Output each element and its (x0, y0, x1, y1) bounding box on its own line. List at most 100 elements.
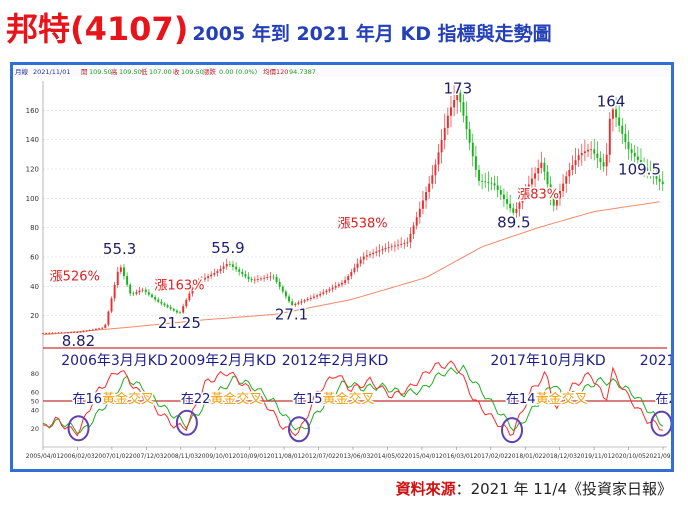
candle-body (182, 306, 185, 313)
candle-body (57, 332, 60, 334)
candle-body (534, 173, 537, 179)
kd-cross-circle (175, 409, 198, 436)
candle-body (615, 109, 618, 118)
candle-body (316, 295, 319, 297)
candle-body (88, 330, 91, 331)
candle-body (509, 203, 512, 209)
candle-body (269, 276, 272, 278)
candle-body (263, 277, 266, 279)
candle-body (583, 151, 586, 154)
kd-cross-gold: 黃金交叉 (323, 391, 375, 407)
candle-body (344, 280, 347, 283)
candle-body (552, 197, 555, 206)
price-tick-label: 60 (30, 254, 39, 262)
candle-body (272, 276, 275, 278)
candle-body (390, 246, 393, 248)
rise-annotation: 漲526% (50, 269, 100, 284)
x-tick-label: 2009/10/01 (198, 453, 233, 460)
candle-body (260, 278, 262, 280)
candle-body (175, 310, 178, 313)
price-annotation: 27.1 (275, 305, 308, 323)
candle-body (658, 178, 661, 182)
price-tick-label: 140 (26, 136, 39, 144)
candle-body (147, 292, 150, 295)
kd-cross-label: 在22黃金交叉 (181, 391, 263, 407)
candle-body (590, 149, 593, 151)
candle-body (403, 243, 406, 244)
x-tick-label: 2006/02/03 (60, 453, 95, 460)
candle-body (356, 263, 359, 268)
candle-body (129, 284, 132, 294)
candle-body (194, 282, 197, 288)
kd-cross-label: 在21黃金交叉 (656, 391, 671, 407)
rise-annotation: 漲83% (517, 187, 559, 202)
chart-title: 邦特(4107) 2005 年到 2021 年月 KD 指標與走勢圖 (6, 4, 552, 56)
chart-subtitle: 2005 年到 2021 年月 KD 指標與走勢圖 (192, 23, 552, 45)
candle-body (210, 274, 213, 277)
candle-body (222, 266, 225, 269)
candle-body (322, 292, 325, 294)
candle-body (431, 175, 434, 184)
candle-body (359, 259, 362, 264)
candle-body (213, 272, 216, 275)
candle-body (487, 182, 490, 183)
candle-body (661, 181, 664, 185)
candle-body (141, 289, 144, 291)
candle-body (484, 181, 487, 183)
x-tick-label: 2013/06/03 (336, 453, 371, 460)
candle-body (459, 92, 462, 103)
candle-body (225, 263, 228, 267)
candle-body (608, 118, 611, 155)
candle-body (288, 296, 290, 302)
price-annotation: 164 (597, 92, 626, 110)
source-text: ：2021 年 11/4《投資家日報》 (455, 480, 672, 498)
candle-body (530, 178, 533, 185)
kd-cross-gold: 黃金交叉 (102, 391, 154, 407)
candle-body (412, 225, 415, 234)
candle-body (107, 311, 110, 325)
x-tick-label: 2014/05/02 (370, 453, 405, 460)
candle-body (621, 125, 624, 134)
info-bar-field: 月線 (15, 67, 29, 76)
candle-body (450, 107, 452, 116)
info-bar-field: 高 (111, 67, 118, 76)
candle-body (281, 286, 284, 292)
candle-body (200, 279, 203, 282)
candle-body (453, 100, 456, 108)
candle-body (70, 332, 72, 334)
candle-body (643, 163, 646, 168)
candle-body (496, 185, 499, 191)
candle-body (98, 328, 101, 330)
candle-body (284, 291, 287, 297)
candle-body (446, 115, 449, 128)
kd-tick-label: 60 (31, 388, 39, 396)
candle-body (365, 255, 368, 257)
candle-body (250, 279, 253, 281)
candle-body (303, 300, 306, 302)
kd-cross-label: 在16黃金交叉 (73, 391, 155, 407)
candle-body (646, 167, 649, 171)
candle-body (319, 293, 322, 296)
x-tick-label: 2010/09/01 (232, 453, 267, 460)
d-line (42, 364, 664, 435)
candle-body (580, 153, 583, 156)
candle-body (232, 264, 234, 267)
price-tick-label: 100 (26, 195, 39, 203)
info-bar-field: 109.50 (119, 68, 142, 76)
candle-body (126, 276, 129, 285)
price-tick-label: 120 (26, 166, 39, 174)
candle-body (203, 277, 206, 280)
x-tick-label: 2007/12/03 (129, 453, 164, 460)
candle-body (372, 252, 375, 255)
candle-body (596, 153, 599, 158)
candle-body (393, 245, 396, 247)
candle-body (425, 192, 428, 201)
kd-cross-level: 在21 (656, 392, 671, 407)
x-tick-label: 2015/04/01 (405, 453, 440, 460)
candle-body (337, 284, 340, 287)
source-label: 資料來源 (395, 480, 456, 498)
candle-body (151, 294, 153, 298)
chart-frame: 月線 2021/11/01 開 109.50 高 109.50 低 107.00 收 109.50… (10, 62, 688, 472)
info-bar-field: 109.50 (181, 68, 204, 76)
candle-body (524, 190, 527, 197)
